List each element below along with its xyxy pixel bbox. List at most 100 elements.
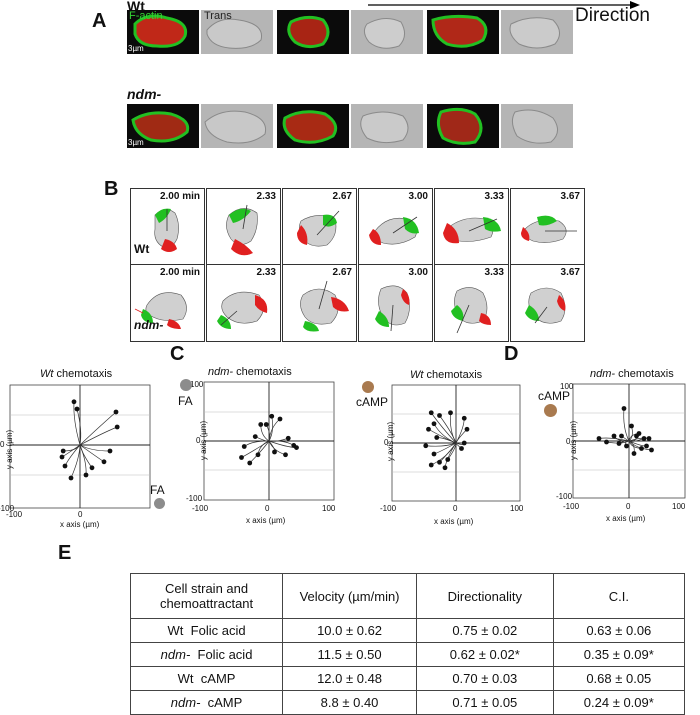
wt-frame-time: 3.00 bbox=[408, 191, 428, 202]
plot2-track-endpoint bbox=[241, 444, 247, 449]
plot3-track bbox=[425, 442, 457, 447]
plot1-attractant-dot bbox=[154, 498, 165, 509]
factin-label: F-actin bbox=[129, 10, 163, 22]
plot4-track-endpoint bbox=[641, 436, 647, 441]
plot2-track-endpoint bbox=[255, 452, 261, 458]
plot4-axes bbox=[572, 383, 686, 499]
micrograph-wt-factin-2 bbox=[277, 10, 349, 54]
plot3-track bbox=[431, 442, 457, 466]
ndm-frame-5: 3.33 bbox=[434, 264, 509, 342]
row-strain: ndm- cAMP bbox=[129, 690, 284, 715]
plot1-title-strain: Wt bbox=[40, 368, 54, 380]
plot2-ytick-0: 0 bbox=[196, 436, 201, 445]
table-header-row: Cell strain and chemoattractant Velocity… bbox=[129, 573, 686, 619]
ndm-frame-time: 2.00 min bbox=[159, 267, 200, 278]
plot3-track bbox=[455, 418, 465, 444]
plot3-title: Wt chemotaxis bbox=[410, 369, 482, 381]
trans-label: Trans bbox=[204, 10, 232, 22]
plot3-title-strain: Wt bbox=[410, 369, 424, 381]
ndm-frame-time: 2.33 bbox=[256, 267, 276, 278]
plot3-axes bbox=[391, 384, 521, 502]
plot3-xtick-100: 100 bbox=[510, 504, 524, 513]
wt-frame-time: 2.33 bbox=[256, 191, 276, 202]
row-ci: 0.35 ± 0.09* bbox=[552, 642, 686, 667]
plot3-track-endpoint bbox=[434, 435, 440, 440]
plot2-track-endpoint bbox=[285, 435, 291, 441]
plot2-ytick-m100: -100 bbox=[186, 494, 203, 503]
ndm-frame-3: 2.67 bbox=[282, 264, 357, 342]
plot3-track-endpoint bbox=[423, 443, 429, 449]
plot2-ylabel: y axis (µm) bbox=[199, 420, 209, 461]
row-ci: 0.24 ± 0.09* bbox=[552, 690, 686, 715]
plot2-title-rest: chemotaxis bbox=[233, 366, 292, 378]
plot1-track bbox=[79, 426, 118, 446]
ndm-frame-6: 3.67 bbox=[510, 264, 585, 342]
header-directionality: Directionality bbox=[415, 573, 554, 619]
plot2-ytick-100: 100 bbox=[190, 380, 204, 389]
plot4-track-endpoint bbox=[631, 451, 637, 456]
plot1-track-endpoint bbox=[113, 409, 119, 415]
plot3-track-endpoint bbox=[437, 413, 442, 418]
panel-c-letter: C bbox=[170, 343, 185, 365]
plot1-track-endpoint bbox=[107, 448, 113, 454]
attractant-name: cAMP bbox=[200, 671, 236, 686]
plot2-track bbox=[268, 440, 286, 456]
plot1-ytick-0: 0 bbox=[0, 440, 5, 449]
row-velocity: 8.8 ± 0.40 bbox=[282, 690, 417, 715]
plot3-track-endpoint bbox=[461, 440, 467, 446]
plot4-title: ndm- chemotaxis bbox=[590, 368, 674, 380]
plot1-xtick-0: 0 bbox=[78, 510, 83, 519]
plot2-track bbox=[249, 440, 270, 464]
table-row: ndm- Folic acid 11.5 ± 0.50 0.62 ± 0.02*… bbox=[129, 642, 686, 667]
plot1-attractant-label: FA bbox=[150, 483, 165, 497]
plot1-track-endpoint bbox=[62, 463, 68, 469]
micrograph-ndm-trans-1 bbox=[201, 104, 273, 148]
row-directionality: 0.70 ± 0.03 bbox=[415, 666, 554, 691]
plot3-track-endpoint bbox=[464, 426, 470, 432]
plot4-ytick-0: 0 bbox=[566, 437, 571, 446]
row-velocity: 11.5 ± 0.50 bbox=[282, 642, 417, 667]
plot4-track-endpoint bbox=[629, 423, 634, 429]
plot1-track-endpoint bbox=[71, 399, 77, 405]
micrograph-ndm-factin-2 bbox=[277, 104, 349, 148]
plot4-attractant-label: cAMP bbox=[538, 389, 571, 403]
plot3-track-endpoint bbox=[428, 410, 434, 416]
wt-frame-2: 2.33 bbox=[206, 188, 281, 266]
row-directionality: 0.75 ± 0.02 bbox=[415, 618, 554, 643]
table-row: ndm- cAMP 8.8 ± 0.40 0.71 ± 0.05 0.24 ± … bbox=[129, 690, 686, 715]
plot4-title-strain: ndm- bbox=[590, 368, 616, 380]
plot4-track-endpoint bbox=[646, 436, 652, 441]
plot1-track bbox=[64, 444, 81, 467]
plot1-title-rest: chemotaxis bbox=[53, 368, 113, 380]
plot1-track-endpoint bbox=[83, 472, 89, 478]
plot1-ylabel: y axis (µm) bbox=[5, 429, 15, 470]
plot2-attractant-label: FA bbox=[178, 394, 193, 408]
plot2-track-endpoint bbox=[269, 413, 275, 419]
plot4-track-endpoint bbox=[644, 443, 649, 449]
row-directionality: 0.71 ± 0.05 bbox=[415, 690, 554, 715]
plot2-track-endpoint bbox=[283, 452, 288, 458]
ndm-frame-time: 3.33 bbox=[484, 267, 504, 278]
plot4-ylabel: y axis (µm) bbox=[569, 420, 579, 461]
ndm-frame-time: 2.67 bbox=[332, 267, 352, 278]
ndm-frame-time: 3.67 bbox=[560, 267, 580, 278]
wt-frame-4: 3.00 bbox=[358, 188, 433, 266]
ndm-frame-1: 2.00 min bbox=[130, 264, 205, 342]
panel-d-letter: D bbox=[504, 343, 519, 365]
plot2-track-endpoint bbox=[277, 416, 283, 422]
plot1-title: Wt chemotaxis bbox=[40, 368, 112, 380]
plot2-track-endpoint bbox=[272, 449, 277, 455]
micrograph-wt-factin-1: F-actin 3µm bbox=[127, 10, 199, 54]
panel-b-wt-label: Wt bbox=[134, 242, 150, 256]
micrograph-wt-factin-3 bbox=[427, 10, 499, 54]
plot4-track bbox=[623, 408, 630, 442]
row-strain: ndm- Folic acid bbox=[129, 642, 284, 667]
plot1-track-endpoint bbox=[89, 465, 95, 471]
plot4-title-rest: chemotaxis bbox=[615, 368, 674, 380]
plot2-attractant-dot bbox=[180, 379, 192, 391]
wt-frame-time: 2.67 bbox=[332, 191, 352, 202]
row-strain: Wt Folic acid bbox=[129, 618, 284, 643]
panel-e-letter: E bbox=[58, 542, 72, 564]
strain-name: Wt bbox=[177, 671, 194, 686]
plot2-track-endpoint bbox=[252, 434, 258, 439]
